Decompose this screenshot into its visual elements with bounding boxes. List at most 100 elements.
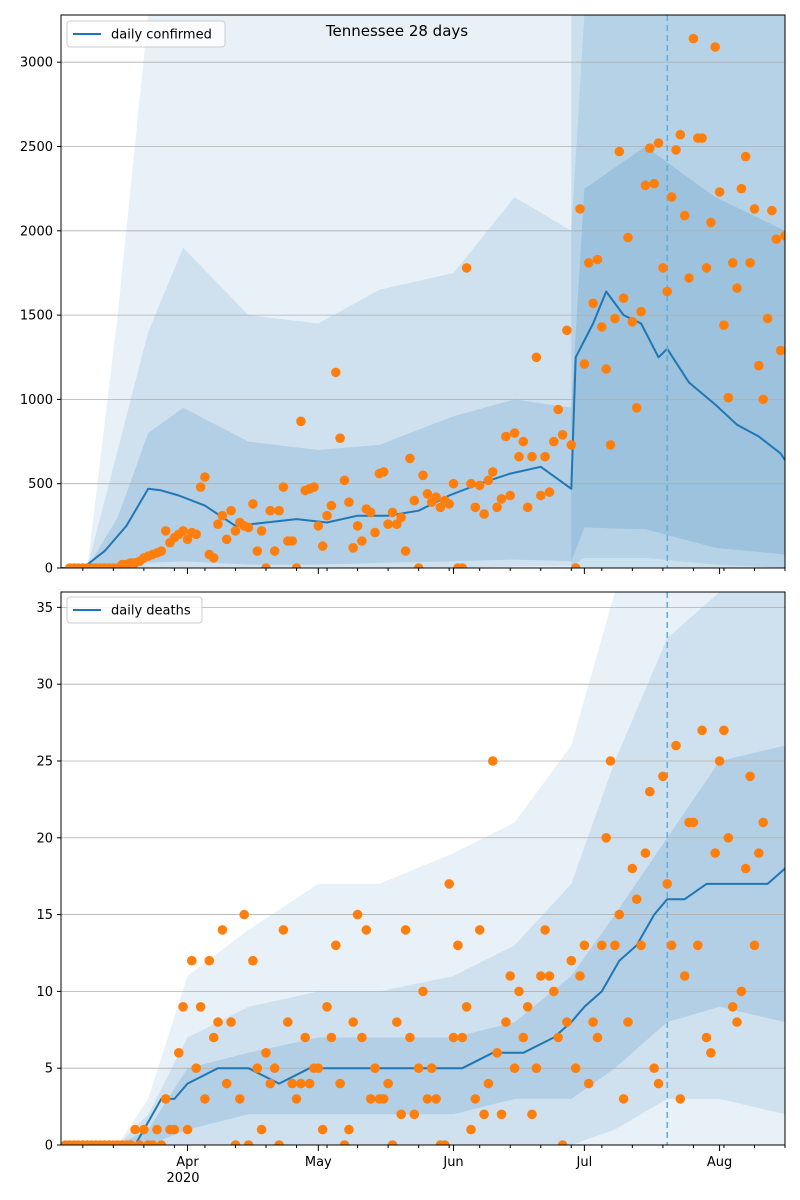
deaths-data-point bbox=[662, 879, 672, 889]
confirmed-band-middle bbox=[61, 15, 785, 568]
deaths-band-outer bbox=[61, 592, 785, 1145]
confirmed-data-point bbox=[719, 320, 729, 331]
confirmed-data-point bbox=[331, 367, 341, 378]
x-month-label: Jul bbox=[576, 1155, 593, 1170]
deaths-data-point bbox=[300, 1032, 311, 1043]
confirmed-data-point bbox=[178, 526, 188, 536]
deaths-data-point bbox=[322, 1002, 332, 1012]
deaths-data-point bbox=[474, 925, 485, 935]
deaths-data-point bbox=[719, 725, 729, 736]
confirmed-data-point bbox=[583, 258, 594, 268]
confirmed-data-point bbox=[470, 502, 481, 513]
deaths-y-tick-label: 15 bbox=[36, 908, 53, 923]
deaths-data-point bbox=[483, 1078, 494, 1089]
confirmed-data-point bbox=[413, 563, 424, 568]
deaths-data-point bbox=[566, 955, 577, 966]
deaths-data-point bbox=[396, 1109, 407, 1120]
deaths-data-point bbox=[645, 786, 655, 797]
deaths-data-point bbox=[457, 1032, 468, 1043]
confirmed-panel: 0 500 1000 1500 2000 2500 3000 Tennessee 28 da… bbox=[20, 14, 786, 577]
confirmed-legend-box bbox=[66, 20, 226, 48]
confirmed-data-point bbox=[461, 263, 472, 273]
confirmed-data-point bbox=[278, 482, 289, 492]
deaths-data-point bbox=[496, 1109, 507, 1120]
deaths-data-point bbox=[139, 1124, 149, 1135]
confirmed-data-point bbox=[243, 522, 254, 533]
confirmed-data-point bbox=[370, 527, 380, 538]
confirmed-data-point bbox=[531, 352, 542, 363]
confirmed-data-point bbox=[396, 512, 407, 523]
deaths-data-point bbox=[418, 986, 428, 997]
confirmed-data-point bbox=[627, 317, 638, 327]
confirmed-data-point bbox=[200, 472, 210, 482]
confirmed-data-point bbox=[714, 187, 725, 197]
confirmed-data-point bbox=[160, 526, 171, 536]
x-month-label: Aug bbox=[707, 1155, 732, 1170]
confirmed-data-point bbox=[365, 507, 376, 518]
confirmed-data-point bbox=[740, 151, 751, 162]
confirmed-data-point bbox=[296, 416, 306, 427]
deaths-data-point bbox=[248, 955, 258, 966]
deaths-data-point bbox=[553, 1032, 563, 1043]
confirmed-data-point bbox=[383, 519, 393, 529]
confirmed-data-point bbox=[213, 519, 223, 529]
confirmed-y-tick-label: 2000 bbox=[20, 224, 53, 239]
deaths-data-point bbox=[348, 1017, 359, 1027]
confirmed-data-point bbox=[592, 254, 603, 265]
confirmed-data-point bbox=[536, 490, 546, 501]
confirmed-data-point bbox=[579, 359, 590, 369]
confirmed-band-outer bbox=[61, 15, 785, 568]
deaths-data-point bbox=[269, 1063, 280, 1073]
deaths-data-point bbox=[182, 1124, 193, 1135]
confirmed-data-point bbox=[771, 234, 782, 244]
confirmed-data-point bbox=[780, 231, 785, 241]
confirmed-data-point bbox=[226, 505, 236, 516]
deaths-y-tick-label: 30 bbox=[36, 678, 53, 693]
deaths-legend: daily deaths bbox=[66, 596, 203, 624]
deaths-data-point bbox=[317, 1124, 328, 1135]
confirmed-data-point bbox=[597, 322, 607, 332]
confirmed-data-point bbox=[758, 394, 768, 405]
x-month-label: Jun bbox=[442, 1155, 463, 1170]
confirmed-data-point bbox=[274, 505, 284, 516]
deaths-data-point bbox=[727, 1002, 738, 1012]
confirmed-data-point bbox=[514, 451, 524, 462]
confirmed-data-point bbox=[631, 403, 642, 413]
confirmed-data-point bbox=[352, 521, 363, 531]
confirmed-band-inner bbox=[61, 146, 785, 568]
deaths-data-point bbox=[745, 771, 755, 782]
deaths-data-point bbox=[283, 1017, 293, 1027]
confirmed-data-point bbox=[745, 258, 755, 268]
deaths-data-point bbox=[562, 1017, 572, 1027]
deaths-data-point bbox=[448, 1032, 459, 1043]
deaths-plot-layers: 0 5 10 15 20 25 30 35 Apr May Jun Jul Aug bbox=[36, 591, 786, 1170]
confirmed-data-point bbox=[501, 431, 511, 442]
deaths-data-point bbox=[405, 1032, 415, 1043]
confirmed-data-point bbox=[767, 205, 777, 216]
confirmed-data-point bbox=[557, 430, 568, 440]
deaths-data-point bbox=[156, 1140, 167, 1145]
deaths-data-point bbox=[575, 971, 585, 981]
deaths-data-point bbox=[178, 1002, 188, 1012]
confirmed-data-point bbox=[649, 178, 659, 189]
deaths-data-point bbox=[736, 986, 747, 997]
confirmed-data-point bbox=[444, 499, 455, 509]
deaths-data-point bbox=[631, 894, 642, 904]
confirmed-data-point bbox=[348, 543, 359, 553]
deaths-data-point bbox=[505, 971, 515, 981]
deaths-data-point bbox=[291, 1094, 302, 1104]
deaths-data-point bbox=[174, 1048, 184, 1058]
confirmed-data-point bbox=[710, 42, 720, 52]
confirmed-data-point bbox=[653, 138, 664, 148]
confirmed-data-point bbox=[287, 536, 298, 546]
confirmed-data-point bbox=[688, 33, 699, 44]
deaths-data-point bbox=[536, 971, 546, 981]
confirmed-data-point bbox=[522, 502, 533, 513]
confirmed-data-point bbox=[488, 467, 498, 477]
deaths-data-point bbox=[274, 1140, 284, 1145]
confirmed-data-point bbox=[392, 519, 402, 529]
confirmed-data-point bbox=[544, 487, 555, 497]
deaths-data-point bbox=[614, 909, 625, 920]
deaths-data-point bbox=[549, 986, 559, 997]
deaths-data-point bbox=[134, 1140, 145, 1145]
